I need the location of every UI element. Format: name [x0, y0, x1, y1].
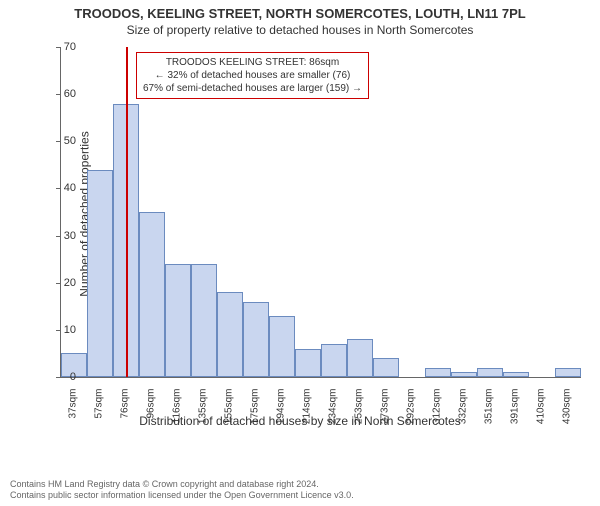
histogram-bar: [451, 372, 477, 377]
y-tick-label: 30: [46, 230, 76, 242]
histogram-bar: [139, 212, 165, 377]
y-tick-label: 40: [46, 182, 76, 194]
histogram-bar: [87, 170, 113, 377]
y-tick-label: 0: [46, 371, 76, 383]
histogram-bar: [295, 349, 321, 377]
footer-attribution: Contains HM Land Registry data © Crown c…: [10, 479, 354, 502]
histogram-bar: [243, 302, 269, 377]
title-sub: Size of property relative to detached ho…: [0, 23, 600, 37]
histogram-bar: [191, 264, 217, 377]
plot-area: TROODOS KEELING STREET: 86sqm← 32% of de…: [60, 47, 581, 378]
annotation-line: ← 32% of detached houses are smaller (76…: [143, 69, 362, 82]
y-tick-label: 10: [46, 324, 76, 336]
y-tick-label: 20: [46, 277, 76, 289]
histogram-bar: [217, 292, 243, 377]
x-axis-label: Distribution of detached houses by size …: [0, 414, 600, 428]
histogram-bar: [477, 368, 503, 377]
y-tick-label: 60: [46, 88, 76, 100]
histogram-bar: [269, 316, 295, 377]
histogram-bar: [373, 358, 399, 377]
chart-container: Number of detached properties TROODOS KE…: [0, 37, 600, 432]
title-main: TROODOS, KEELING STREET, NORTH SOMERCOTE…: [0, 6, 600, 21]
footer-line1: Contains HM Land Registry data © Crown c…: [10, 479, 354, 491]
footer-line2: Contains public sector information licen…: [10, 490, 354, 502]
annotation-line: 67% of semi-detached houses are larger (…: [143, 82, 362, 95]
annotation-line: TROODOS KEELING STREET: 86sqm: [143, 56, 362, 69]
histogram-bar: [321, 344, 347, 377]
y-tick-label: 70: [46, 41, 76, 53]
histogram-bar: [503, 372, 529, 377]
annotation-box: TROODOS KEELING STREET: 86sqm← 32% of de…: [136, 52, 369, 99]
histogram-bar: [425, 368, 451, 377]
reference-line: [126, 47, 128, 377]
y-tick-label: 50: [46, 135, 76, 147]
histogram-bar: [555, 368, 581, 377]
histogram-bar: [347, 339, 373, 377]
histogram-bar: [165, 264, 191, 377]
